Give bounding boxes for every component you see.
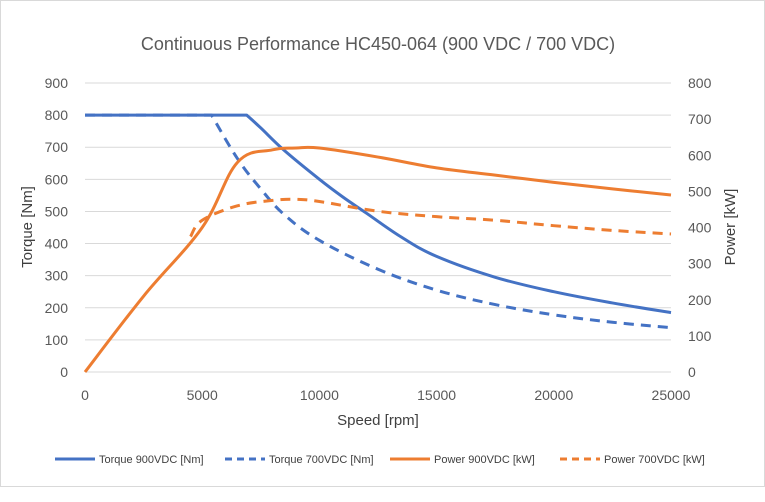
y-right-tick-label: 600: [688, 147, 712, 163]
series-lines: [83, 113, 672, 373]
y-right-axis-title: Power [kW]: [722, 189, 739, 266]
y-right-tick-label: 300: [688, 256, 712, 272]
y-left-tick-label: 200: [45, 300, 69, 316]
y-left-tick-label: 300: [45, 268, 69, 284]
series-line-power-900vdc: [83, 145, 672, 373]
x-tick-label: 10000: [300, 387, 339, 403]
y-left-tick-label: 400: [45, 236, 69, 252]
legend-label-power-700vdc: Power 700VDC [kW]: [604, 454, 705, 466]
legend-label-power-900vdc: Power 900VDC [kW]: [434, 454, 535, 466]
x-tick-label: 20000: [534, 387, 573, 403]
y-right-tick-label: 0: [688, 364, 696, 380]
y-right-tick-label: 800: [688, 75, 712, 91]
chart-title: Continuous Performance HC450-064 (900 VD…: [141, 34, 615, 54]
x-axis-title: Speed [rpm]: [337, 412, 419, 429]
series-line-torque-900vdc: [85, 113, 672, 315]
y-left-tick-label: 600: [45, 171, 69, 187]
y-left-tick-label: 100: [45, 332, 69, 348]
y-left-tick-label: 500: [45, 203, 69, 219]
y-right-tick-label: 500: [688, 183, 712, 199]
y-right-tick-label: 700: [688, 111, 712, 127]
x-tick-label: 15000: [417, 387, 456, 403]
y-left-tick-label: 800: [45, 107, 69, 123]
x-tick-label: 25000: [652, 387, 691, 403]
series-line-power-700vdc: [189, 197, 672, 238]
y-left-tick-label: 900: [45, 75, 69, 91]
y-left-tick-label: 0: [60, 364, 68, 380]
legend: Torque 900VDC [Nm] Torque 700VDC [Nm] Powe…: [55, 454, 705, 466]
y-left-tick-label: 700: [45, 139, 69, 155]
y-right-tick-label: 400: [688, 220, 712, 236]
tick-labels: 0 100 200 300 400 500 600 700 800 900 0 100 200 300 40…: [45, 75, 712, 403]
y-right-tick-label: 200: [688, 292, 712, 308]
legend-label-torque-900vdc: Torque 900VDC [Nm]: [99, 454, 204, 466]
legend-label-torque-700vdc: Torque 700VDC [Nm]: [269, 454, 374, 466]
x-tick-label: 0: [81, 387, 89, 403]
y-left-axis-title: Torque [Nm]: [19, 186, 36, 268]
series-line-torque-700vdc: [85, 113, 672, 330]
y-right-tick-label: 100: [688, 328, 712, 344]
x-tick-label: 5000: [187, 387, 218, 403]
